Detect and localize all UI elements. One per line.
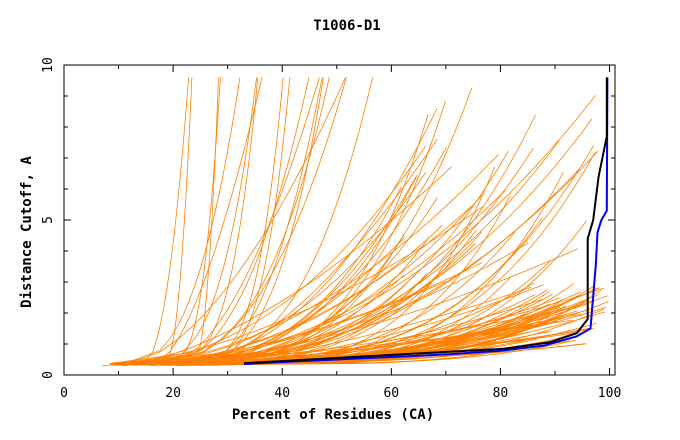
- model-line-111: [186, 77, 291, 364]
- model-line-115: [161, 77, 374, 364]
- model-line-99: [128, 94, 596, 364]
- y-tick-label-0: 0: [41, 371, 56, 379]
- y-tick-label-5: 5: [41, 216, 56, 224]
- model-line-126: [141, 77, 190, 366]
- model-line-104: [209, 273, 417, 364]
- model-line-113: [122, 77, 346, 366]
- model-line-27: [201, 294, 535, 366]
- highlight-line-0: [243, 77, 609, 366]
- model-line-52: [201, 285, 596, 365]
- model-line-118: [155, 77, 263, 365]
- model-line-120: [123, 77, 241, 365]
- axes: 0 20 40 60 80 100 0 5 10: [41, 57, 621, 401]
- model-line-65: [143, 100, 446, 365]
- model-line-103: [146, 273, 428, 364]
- model-line-114: [190, 77, 219, 366]
- x-axis-label: Percent of Residues (CA): [232, 407, 434, 423]
- model-line-123: [157, 77, 259, 363]
- model-line-101: [143, 248, 578, 365]
- model-line-85: [177, 145, 595, 364]
- model-line-109: [166, 193, 484, 366]
- model-line-98: [160, 150, 509, 365]
- model-line-80: [215, 172, 564, 366]
- y-axis-label: Distance Cutoff, A: [19, 156, 35, 308]
- model-line-67: [208, 276, 511, 366]
- model-line-112: [122, 77, 330, 366]
- model-line-90: [127, 140, 560, 364]
- model-line-62: [140, 174, 418, 366]
- model-line-66: [182, 169, 579, 365]
- x-tick-label-60: 60: [383, 386, 399, 401]
- model-line-56: [165, 300, 588, 366]
- model-line-106: [122, 205, 472, 367]
- model-line-125: [168, 77, 320, 364]
- model-line-116: [168, 77, 221, 364]
- model-line-96: [109, 224, 443, 365]
- model-line-122: [170, 77, 324, 366]
- model-line-89: [214, 237, 406, 364]
- y-tick-label-10: 10: [41, 57, 56, 73]
- model-line-82: [215, 260, 551, 365]
- model-line-95: [137, 146, 447, 365]
- highlight-lines: [243, 77, 609, 366]
- highlight-line-1: [243, 77, 608, 365]
- model-line-97: [133, 231, 516, 365]
- model-line-119: [149, 77, 347, 365]
- model-line-127: [164, 77, 193, 364]
- model-line-63: [188, 220, 587, 364]
- model-line-58: [193, 282, 535, 366]
- model-line-91: [150, 229, 477, 366]
- model-line-78: [177, 166, 495, 365]
- x-tick-label-80: 80: [493, 386, 509, 401]
- x-tick-label-100: 100: [598, 386, 621, 401]
- model-line-102: [157, 150, 599, 365]
- model-line-105: [110, 87, 473, 365]
- x-tick-label-20: 20: [165, 386, 181, 401]
- model-line-73: [198, 195, 511, 365]
- chart-title: T1006-D1: [313, 18, 380, 34]
- model-line-92: [121, 147, 534, 365]
- model-line-76: [164, 151, 596, 365]
- x-tick-label-0: 0: [60, 386, 68, 401]
- model-lines: [102, 77, 609, 367]
- model-line-121: [178, 77, 284, 365]
- model-line-75: [125, 243, 476, 366]
- model-line-124: [189, 77, 323, 365]
- model-line-108: [166, 108, 438, 365]
- x-tick-label-40: 40: [274, 386, 290, 401]
- model-line-83: [122, 172, 427, 363]
